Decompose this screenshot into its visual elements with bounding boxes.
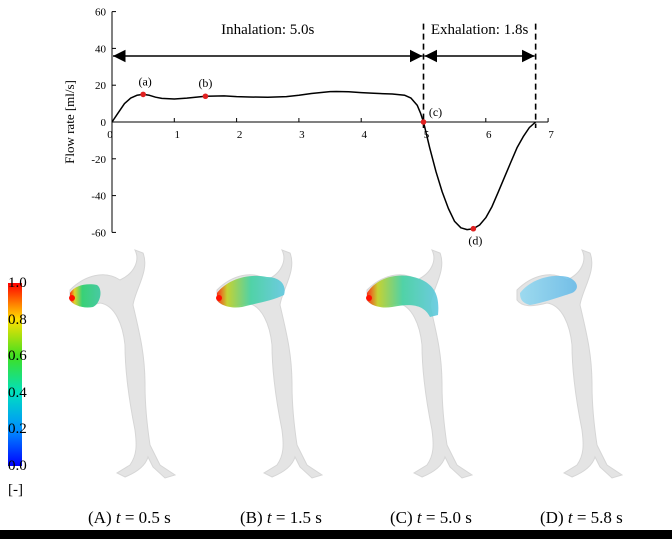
point-label: (b): [198, 76, 212, 90]
colorbar-label-0-8: 0.8: [8, 312, 27, 328]
airway-panel-a: [69, 249, 177, 479]
y-tick-label: -40: [91, 191, 106, 203]
airway-renderings: [69, 249, 624, 479]
colorbar-label-0-0: 0.0: [8, 458, 27, 474]
panel-caption-b: (B) t = 1.5 s: [240, 508, 322, 527]
y-tick-label: 60: [95, 7, 107, 19]
panel-caption-a: (A) t = 0.5 s: [88, 508, 171, 527]
phase-label-0: Inhalation: 5.0s: [221, 22, 314, 38]
point-marker: [470, 225, 477, 232]
x-tick-label: 3: [299, 129, 305, 141]
y-tick-label: -20: [91, 154, 106, 166]
airway-panel-b: [216, 249, 324, 479]
series-line: [111, 90, 537, 231]
y-tick-label: 40: [95, 43, 107, 55]
airway-panel-d: [516, 249, 624, 479]
y-axis-label: Flow rate [ml/s]: [62, 80, 77, 164]
colorbar-unit: [-]: [8, 482, 23, 498]
colorbar-label-1-0: 1.0: [8, 275, 27, 291]
bottom-rule: [0, 530, 672, 539]
colorbar-label-0-4: 0.4: [8, 385, 27, 401]
airway-panel-c: [366, 249, 474, 479]
x-zero-label: 0: [107, 129, 113, 141]
y-tick-label: 0: [101, 117, 107, 129]
x-tick-label: 7: [548, 129, 554, 141]
point-marker: [420, 119, 427, 125]
y-tick-label: 20: [95, 80, 107, 92]
phase-label-1: Exhalation: 1.8s: [431, 22, 529, 38]
panel-caption-d: (D) t = 5.8 s: [540, 508, 623, 527]
point-label: (a): [138, 74, 151, 88]
panel-caption-c: (C) t = 5.0 s: [390, 508, 472, 527]
colorbar-label-0-2: 0.2: [8, 421, 27, 437]
y-tick-label: -60: [91, 227, 106, 239]
x-tick-label: 2: [237, 129, 243, 141]
colorbar: [8, 283, 22, 466]
x-tick-label: 6: [486, 129, 492, 141]
point-label: (d): [468, 234, 482, 248]
point-label: (c): [429, 105, 442, 119]
point-marker: [140, 91, 146, 98]
point-marker: [202, 93, 209, 100]
colorbar-label-0-6: 0.6: [8, 348, 27, 364]
x-tick-label: 1: [175, 129, 181, 141]
x-tick-label: 4: [361, 129, 367, 141]
